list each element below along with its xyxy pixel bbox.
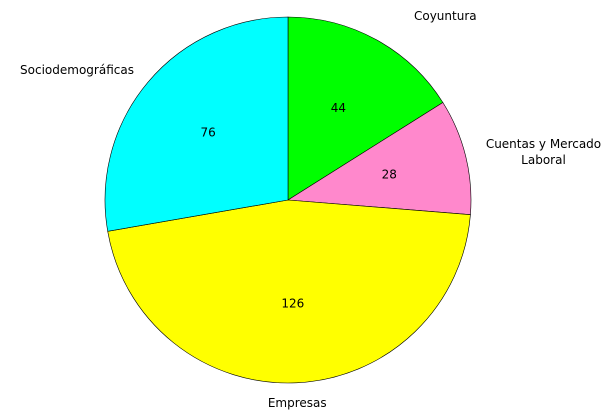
pie-slice <box>107 199 471 384</box>
value-label: 76 <box>201 125 216 139</box>
category-label: Cuentas y Mercado Laboral <box>485 136 602 167</box>
pie-slice <box>287 16 444 201</box>
category-label: Sociodemográficas <box>20 63 134 78</box>
pie-slice <box>287 102 472 215</box>
value-label: 28 <box>382 168 397 182</box>
pie-slice <box>104 16 289 232</box>
value-label: 126 <box>281 297 304 311</box>
category-label: Empresas <box>267 396 327 410</box>
value-label: 44 <box>331 101 346 115</box>
category-label: Coyuntura <box>413 8 477 23</box>
